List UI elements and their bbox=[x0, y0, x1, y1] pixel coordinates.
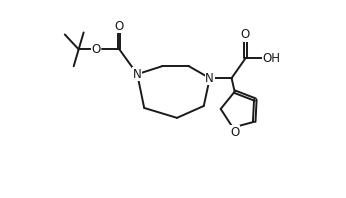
Text: O: O bbox=[241, 29, 250, 41]
Text: O: O bbox=[230, 126, 239, 139]
Text: N: N bbox=[206, 72, 214, 85]
Text: OH: OH bbox=[263, 52, 281, 65]
Text: N: N bbox=[133, 68, 142, 81]
Text: O: O bbox=[91, 43, 101, 56]
Text: O: O bbox=[115, 20, 124, 32]
